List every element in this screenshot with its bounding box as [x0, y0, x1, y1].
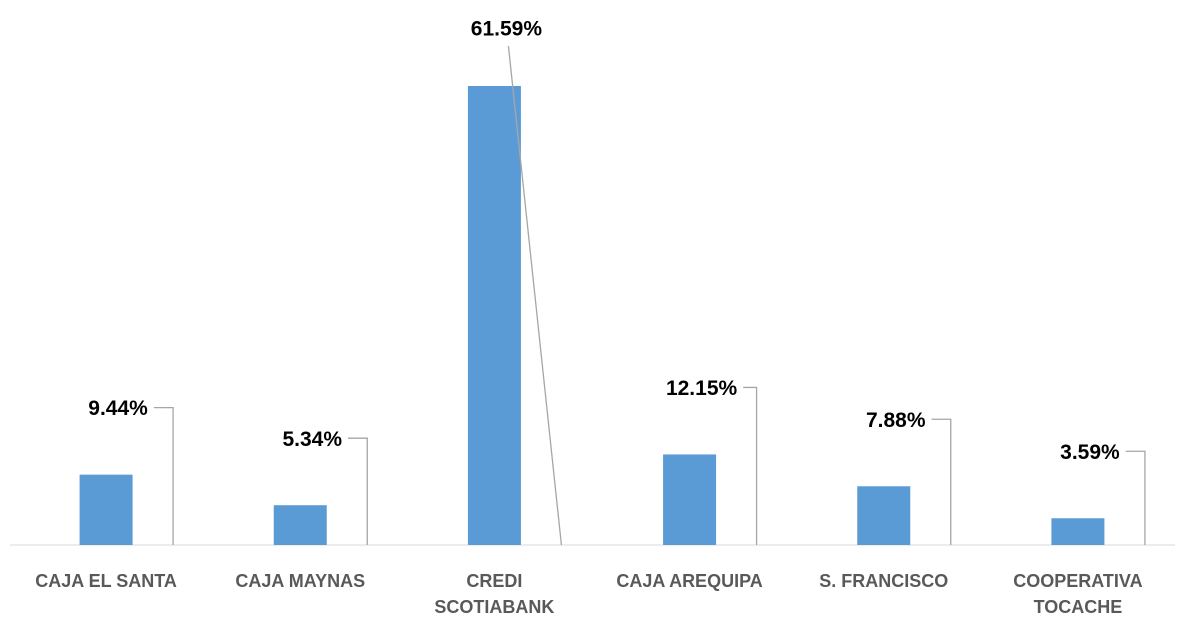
bar [79, 474, 133, 545]
data-label: 12.15% [666, 377, 738, 400]
leader-line [743, 386, 758, 545]
bar [467, 86, 521, 545]
x-tick-label: CREDI SCOTIABANK [434, 571, 555, 617]
bar [663, 454, 717, 545]
data-label: 9.44% [88, 397, 148, 420]
x-tick-label: CAJA MAYNAS [235, 571, 366, 591]
leader-line [153, 406, 174, 545]
data-label: 61.59% [471, 18, 543, 41]
leader-line [507, 45, 563, 546]
x-tick-label: CAJA AREQUIPA [616, 571, 763, 591]
x-tick-label: S. FRANCISCO [819, 571, 949, 591]
bar [1051, 518, 1105, 545]
bar [857, 486, 911, 545]
leader-line [1125, 450, 1146, 545]
data-label: 7.88% [866, 409, 926, 432]
leader-line [931, 418, 952, 545]
leader-line [348, 437, 368, 545]
data-label: 3.59% [1060, 441, 1120, 464]
bar [273, 505, 327, 545]
x-tick-label: COOPERATIVA TOCACHE [1013, 571, 1143, 617]
x-tick-label: CAJA EL SANTA [35, 571, 177, 591]
data-label: 5.34% [282, 428, 342, 451]
